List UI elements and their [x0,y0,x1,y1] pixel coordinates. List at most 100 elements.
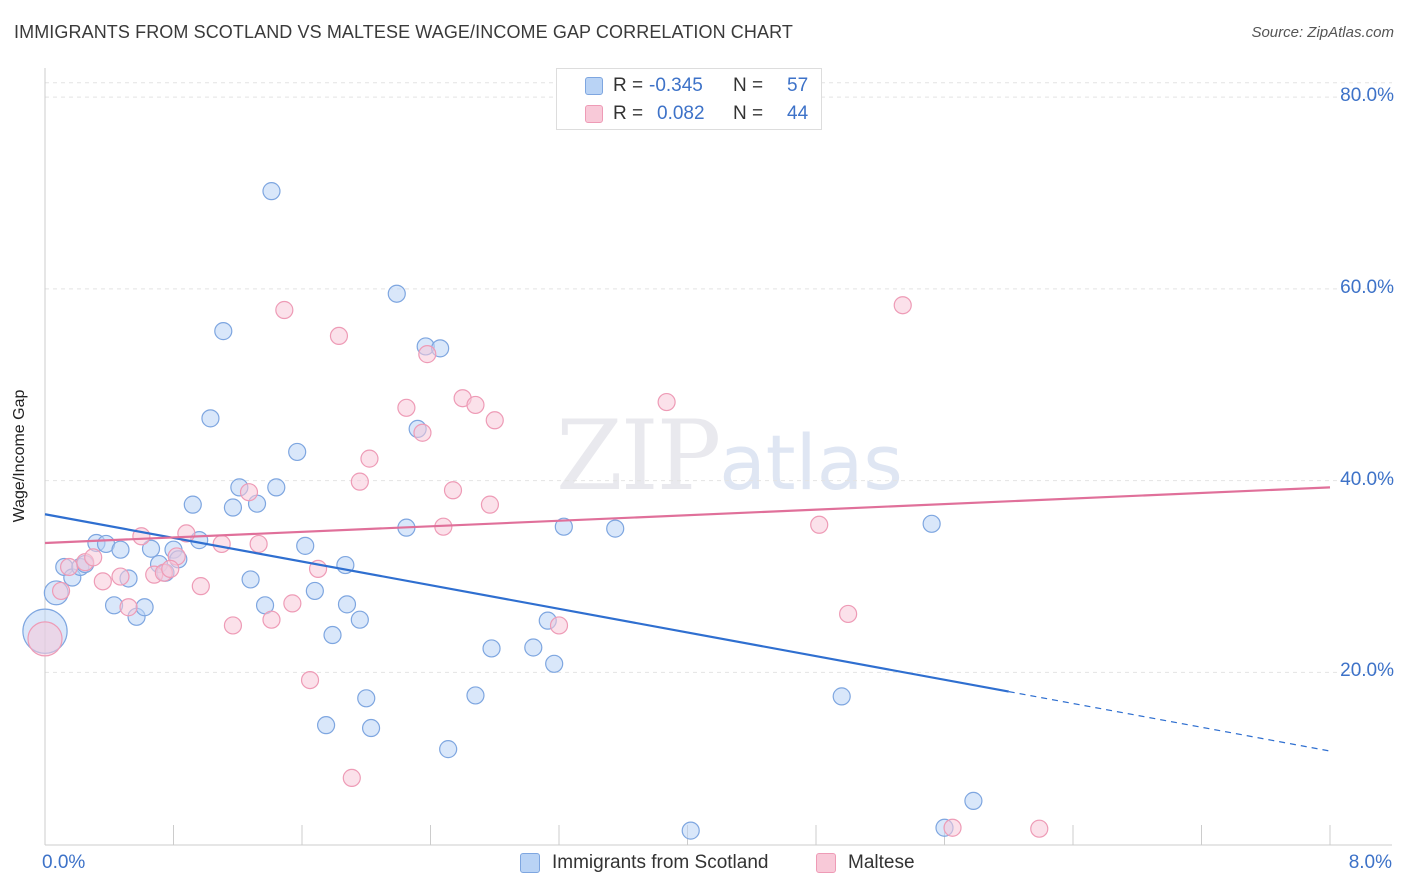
maltese-point [350,472,369,491]
scotland-point [524,638,543,657]
maltese-point [810,515,829,534]
legend-r-label: R = [613,75,644,96]
maltese-point [262,610,281,629]
scotland-point [135,598,154,617]
scotland-point [267,478,286,497]
legend-label-maltese: Maltese [848,852,915,873]
legend-r-value: 0.082 [657,103,705,124]
scotland-point [681,821,700,840]
maltese-point [283,594,302,613]
maltese-point [161,559,180,578]
scotland-point [305,581,324,601]
maltese-point [943,818,962,837]
maltese-point [485,411,504,430]
x-tick-label-min: 0.0% [42,852,86,873]
maltese-point [360,449,379,468]
maltese-point [93,572,112,591]
maltese-point [1030,819,1049,838]
maltese-point [839,604,858,624]
scotland-point [832,687,851,706]
scotland-point [141,539,161,558]
legend-item-maltese[interactable]: Maltese [816,852,915,874]
maltese-point [418,345,437,364]
maltese-point [413,423,432,442]
y-tick-label: 40.0% [1340,468,1394,490]
scotland-point [223,498,243,517]
maltese-trend-line [44,486,1331,545]
legend-r-value: -0.345 [649,75,703,96]
legend-r-label: R = [613,103,644,124]
y-axis-label: Wage/Income Gap [11,389,28,523]
scotland-trend-extension [1008,691,1331,752]
maltese-point [249,534,268,554]
maltese-point [443,481,463,500]
watermark-atlas: atlas [719,418,903,507]
scotland-point [111,540,130,559]
maltese-point [397,398,416,417]
legend-swatch-scotland [520,853,540,873]
watermark: ZIPatlas [556,400,903,512]
legend-n-label: N = [733,103,764,124]
scotland-point [606,519,625,538]
source-credit: Source: ZipAtlas.com [1251,24,1394,41]
scotland-point [296,536,315,555]
maltese-point [223,616,243,635]
scotland-point [357,689,376,708]
scotland-point [361,718,381,738]
scotland-point [439,740,458,759]
maltese-point [300,670,320,690]
scotland-point [316,716,336,735]
maltese-point [51,581,71,601]
y-tick-label: 60.0% [1340,276,1394,298]
legend-swatch-maltese [585,105,603,123]
maltese-point [466,395,485,415]
maltese-point [239,483,259,502]
maltese-point [342,768,361,787]
maltese-point [119,598,138,617]
scotland-point [183,495,202,514]
legend-n-value: 44 [787,103,809,124]
x-tick-label-max: 8.0% [1348,852,1392,873]
maltese-point [84,548,103,567]
legend-item-scotland[interactable]: Immigrants from Scotland [520,852,768,874]
legend-swatch-maltese [816,853,836,873]
scotland-point [288,442,307,462]
scotland-point [964,791,983,810]
maltese-point [893,296,912,315]
maltese-point [480,495,500,514]
legend-n-label: N = [733,75,764,96]
maltese-point [111,567,130,586]
maltese-point [329,326,349,346]
scotland-point [214,322,233,341]
scotland-point [241,570,260,589]
maltese-point [549,616,569,635]
chart-title: IMMIGRANTS FROM SCOTLAND VS MALTESE WAGE… [14,22,793,42]
scotland-point [350,610,369,629]
maltese-point [191,577,210,596]
scotland-point [337,595,357,614]
stats-legend: R = -0.345 N = 57 R = 0.082 N = 44 [556,68,822,130]
maltese-point [212,534,231,554]
maltese-point [59,557,79,577]
scotland-point [387,284,406,303]
scotland-trend-line [44,513,1009,693]
maltese-point [275,300,294,320]
scotland-point [545,654,564,673]
scotland-point [466,686,485,705]
scotland-point [554,517,573,536]
scotland-point [323,625,342,645]
maltese-point [657,392,676,412]
legend-label-scotland: Immigrants from Scotland [552,852,769,873]
y-tick-label: 20.0% [1340,660,1394,682]
scotland-point [922,514,941,533]
legend-n-value: 57 [787,75,809,96]
maltese-point [27,621,63,657]
y-tick-label: 80.0% [1340,85,1394,107]
scotland-point [482,639,501,658]
legend-swatch-scotland [585,77,603,95]
series-legend: Immigrants from Scotland Maltese [0,852,1406,878]
watermark-zip: ZIP [556,400,721,512]
scotland-point [201,409,220,428]
scotland-point [262,182,281,201]
